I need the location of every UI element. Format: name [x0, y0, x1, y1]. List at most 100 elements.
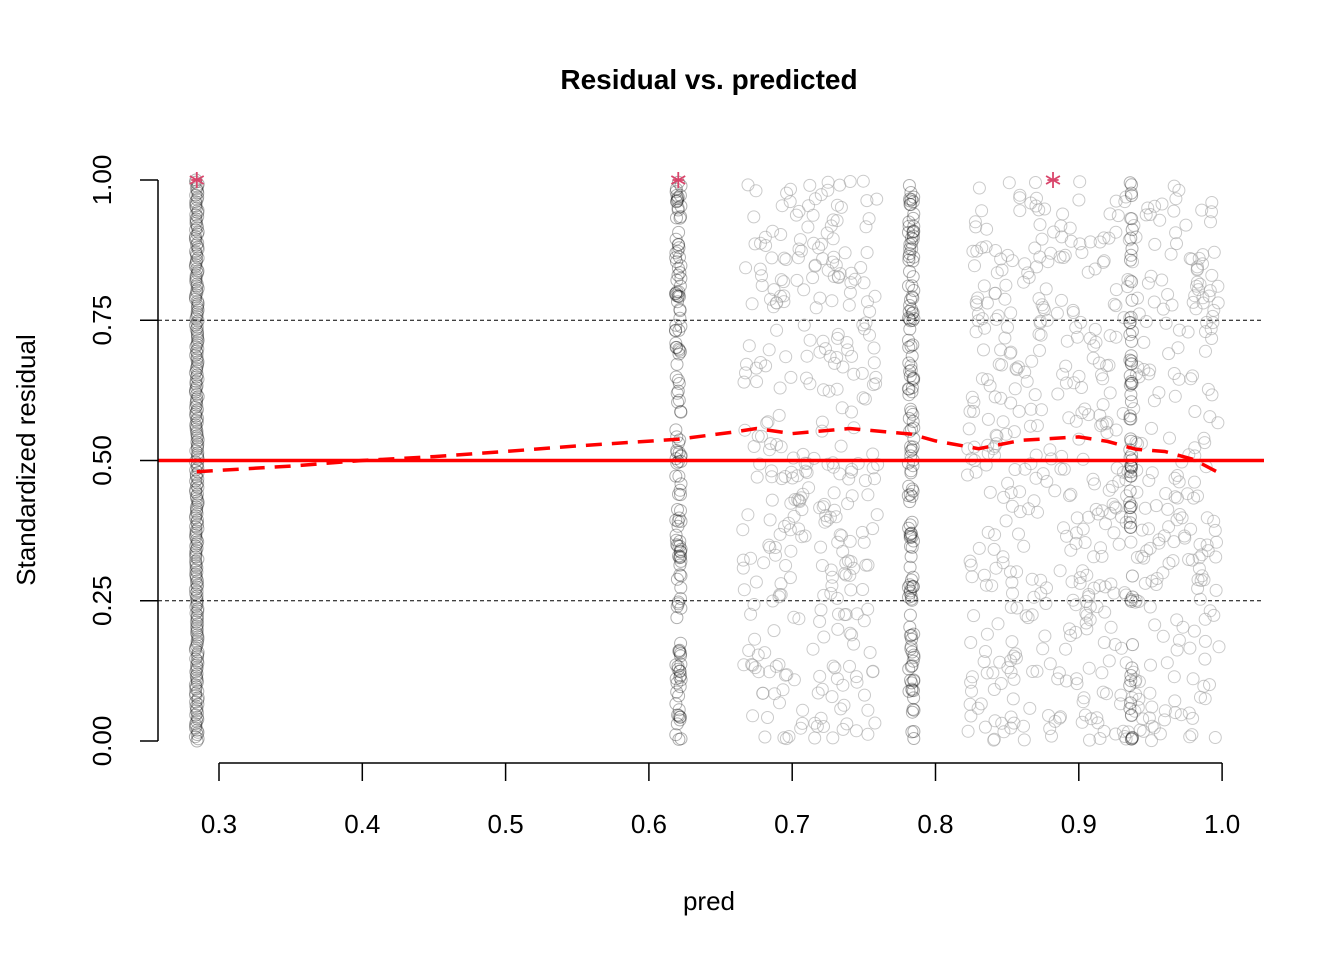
data-point — [189, 407, 203, 421]
data-point — [670, 445, 684, 459]
data-point — [190, 621, 204, 635]
data-point — [190, 628, 204, 642]
data-point — [988, 286, 1002, 300]
data-point — [963, 404, 977, 418]
data-point — [191, 210, 205, 224]
data-point — [191, 186, 205, 200]
data-point — [994, 677, 1008, 690]
data-point — [189, 348, 203, 362]
data-point — [1053, 564, 1067, 578]
data-point — [1129, 593, 1143, 607]
data-point — [905, 290, 919, 304]
data-point — [1170, 613, 1184, 627]
data-point — [833, 267, 847, 281]
data-point — [1169, 192, 1183, 206]
data-point — [906, 291, 920, 305]
data-point — [786, 451, 800, 465]
data-point — [1125, 569, 1139, 583]
data-point — [1069, 536, 1083, 550]
data-point — [1127, 402, 1141, 416]
data-point — [836, 678, 850, 692]
data-point — [1011, 360, 1025, 374]
data-point — [1124, 186, 1138, 200]
data-point — [777, 289, 791, 303]
data-point — [1095, 504, 1109, 518]
data-point — [1167, 670, 1181, 684]
data-point — [1088, 477, 1101, 491]
data-point — [1178, 531, 1192, 545]
data-point — [772, 658, 786, 671]
data-point — [1123, 520, 1137, 534]
data-point — [1018, 462, 1032, 476]
data-point — [1054, 462, 1068, 476]
data-point — [1080, 568, 1094, 582]
data-point — [672, 323, 686, 337]
data-point — [671, 268, 685, 282]
data-point — [905, 725, 919, 739]
data-point — [1057, 521, 1070, 535]
data-point — [189, 546, 203, 560]
data-point — [972, 181, 986, 195]
data-point — [1008, 382, 1022, 396]
data-point — [191, 706, 204, 720]
data-point — [189, 422, 203, 436]
data-point — [1161, 288, 1175, 301]
data-point — [190, 537, 204, 551]
data-point — [1005, 254, 1019, 268]
data-point — [761, 415, 775, 429]
data-point — [800, 466, 814, 479]
data-point — [191, 650, 205, 663]
data-point — [1055, 293, 1068, 307]
data-point — [1155, 197, 1169, 211]
data-point — [1125, 357, 1138, 371]
data-point — [1188, 289, 1202, 303]
data-point — [906, 338, 920, 352]
data-point — [1207, 303, 1221, 317]
data-point — [741, 508, 755, 522]
data-point — [906, 225, 920, 239]
data-point — [672, 347, 686, 361]
data-point — [190, 424, 204, 438]
data-point — [907, 650, 921, 664]
data-point — [826, 731, 840, 745]
data-point — [1125, 325, 1139, 338]
data-point — [1182, 553, 1196, 566]
data-point — [813, 615, 827, 628]
data-point — [191, 647, 205, 661]
data-point — [770, 296, 784, 310]
data-point — [1025, 572, 1039, 586]
data-point — [855, 366, 869, 380]
data-point — [905, 540, 919, 554]
data-point — [833, 178, 847, 192]
data-point — [1124, 231, 1138, 245]
data-point — [1004, 486, 1018, 500]
data-point — [1123, 451, 1137, 465]
data-point — [1123, 501, 1137, 515]
data-point — [674, 488, 687, 502]
data-point — [904, 642, 918, 656]
data-point — [772, 408, 786, 422]
data-point — [190, 541, 204, 555]
data-point — [1109, 423, 1123, 437]
data-point — [997, 725, 1011, 739]
data-point — [190, 491, 204, 505]
data-point — [189, 400, 202, 414]
data-point — [789, 208, 803, 222]
data-point — [742, 339, 756, 353]
data-point — [190, 589, 204, 603]
data-point — [190, 238, 204, 252]
data-point — [674, 592, 687, 605]
data-point — [904, 363, 918, 377]
data-point — [825, 690, 839, 704]
data-point — [792, 242, 806, 256]
data-point — [906, 211, 920, 225]
data-point — [670, 357, 684, 371]
data-point — [902, 179, 916, 192]
data-point — [834, 702, 848, 716]
data-point — [189, 606, 203, 620]
data-point — [671, 539, 685, 553]
data-point — [987, 683, 1001, 696]
data-point — [1192, 551, 1206, 565]
data-point — [1210, 535, 1223, 549]
data-point — [1124, 594, 1138, 608]
